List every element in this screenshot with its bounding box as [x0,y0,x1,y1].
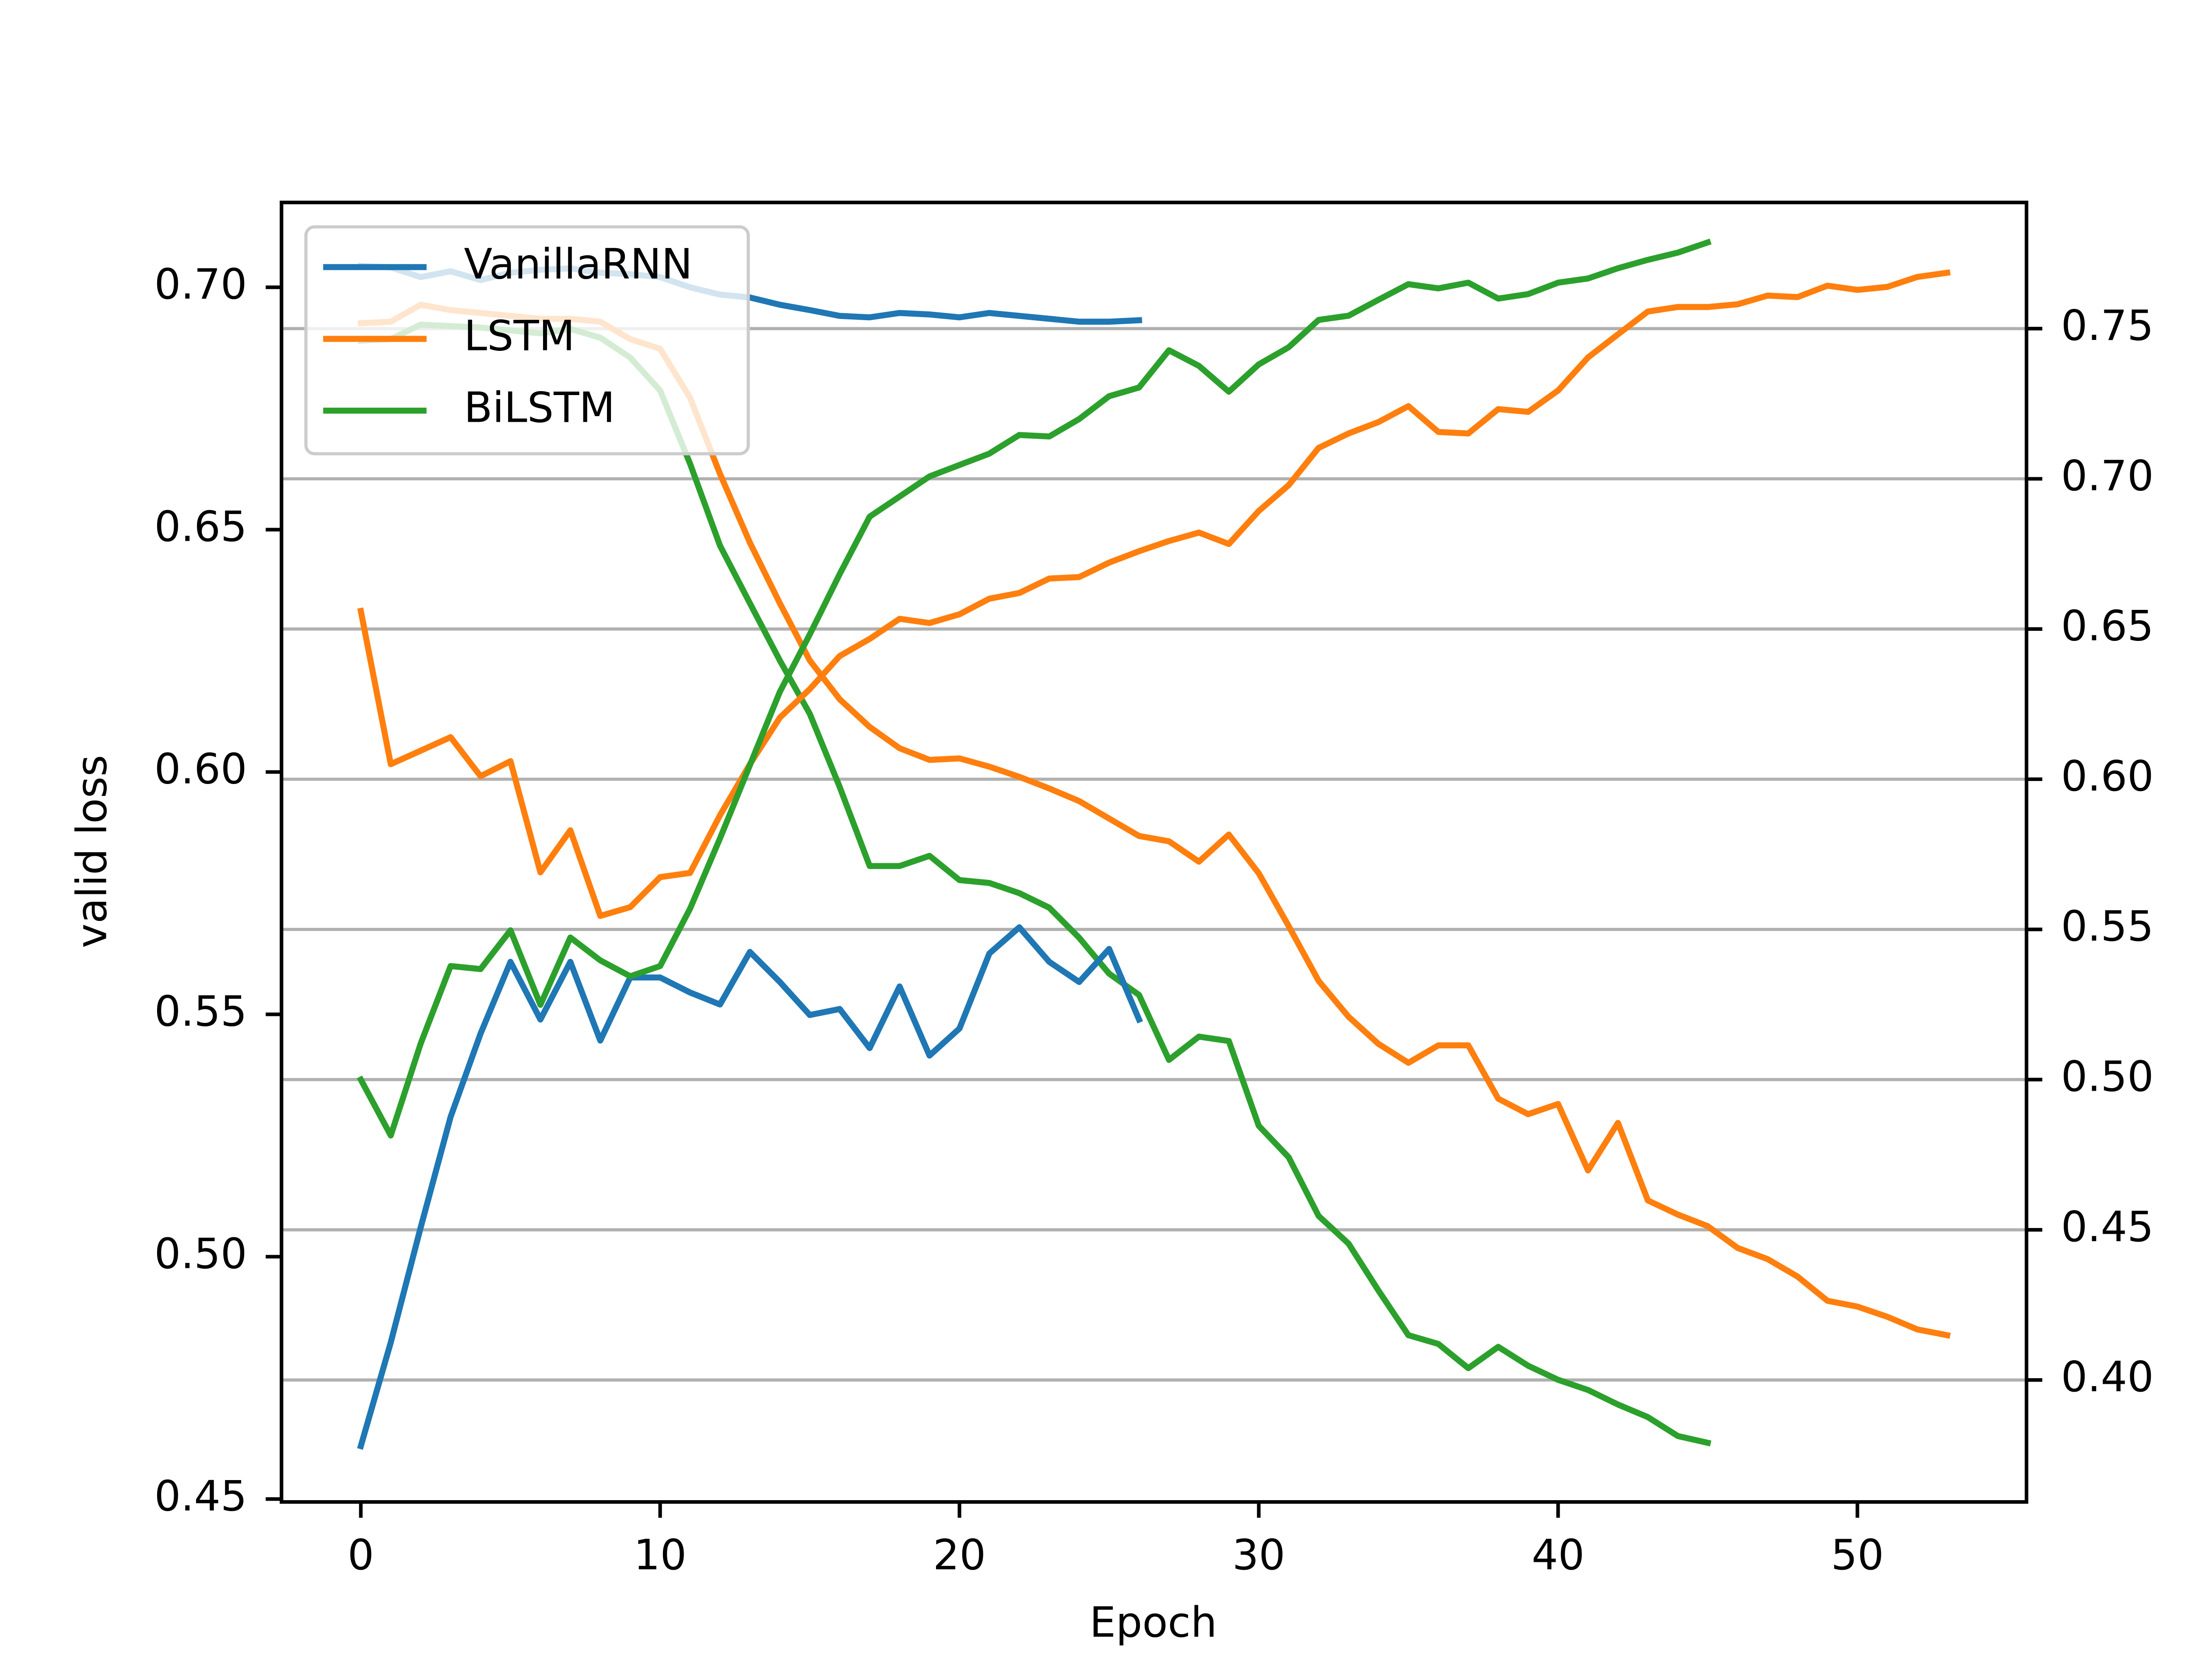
legend-label: LSTM [464,312,575,360]
y2-tick-label: 0.55 [2061,903,2154,951]
y2-tick-label: 0.60 [2061,752,2154,801]
x-tick-label: 30 [1232,1531,1285,1579]
y2-tick-label: 0.70 [2061,452,2154,500]
series-line [358,322,1711,1447]
series-line [358,301,1951,1339]
y-tick-label: 0.45 [154,1472,247,1520]
legend: VanillaRNN LSTM BiLSTM [304,225,750,455]
x-axis-label: Epoch [1090,1599,1217,1647]
x-tick-label: 50 [1831,1531,1884,1579]
series-line [357,238,1712,1139]
y-tick-label: 0.55 [154,987,247,1036]
y-tick-label: 0.65 [154,503,247,551]
y-tick-label: 0.50 [154,1230,247,1278]
x-tick-label: 0 [347,1531,374,1579]
y-axis-label: valid loss [68,755,116,948]
legend-box [304,225,750,455]
x-tick-label: 40 [1532,1531,1585,1579]
legend-label: BiLSTM [464,384,615,432]
plot-frame [280,200,2029,1504]
y2-tick-label: 0.65 [2061,602,2154,651]
series-line [357,924,1143,1450]
y-tick-label: 0.70 [154,261,247,309]
y-tick-label: 0.60 [154,745,247,793]
series-line [357,269,1951,919]
x-tick-label: 20 [933,1531,986,1579]
y2-axis-label: valid acc [2185,760,2188,944]
y2-tick-label: 0.50 [2061,1053,2154,1101]
x-tick-label: 10 [634,1531,687,1579]
y2-tick-label: 0.45 [2061,1203,2154,1251]
y2-tick-label: 0.40 [2061,1353,2154,1401]
legend-label: VanillaRNN [464,240,692,288]
y2-tick-label: 0.75 [2061,302,2154,350]
